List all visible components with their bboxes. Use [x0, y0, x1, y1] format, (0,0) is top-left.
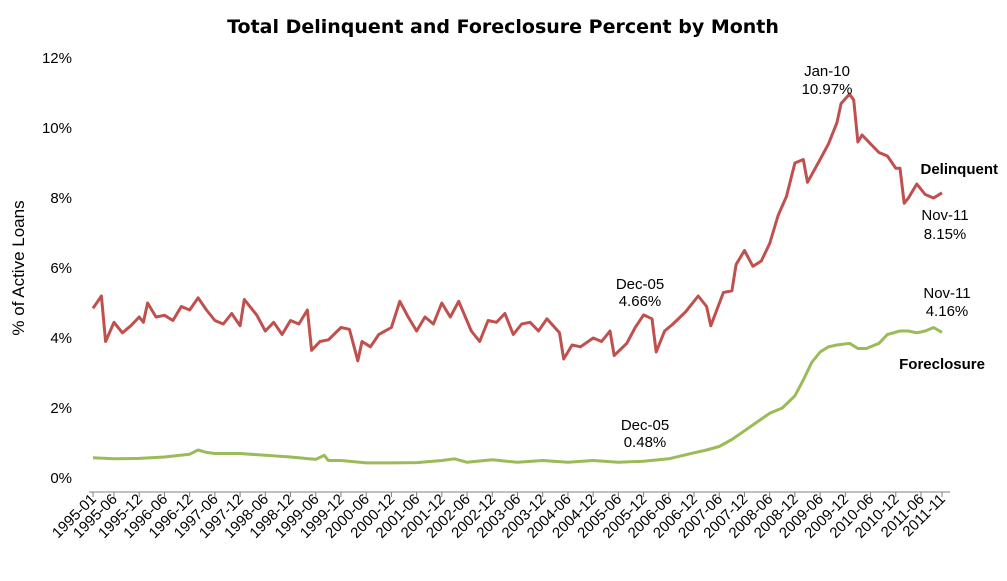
annotation-delq-peak-value: 10.97%	[802, 81, 853, 98]
delinquent-series-label: Delinquent	[921, 161, 999, 178]
annotation-delq-dec05-date: Dec-05	[616, 276, 664, 293]
x-axis: 1995-011995-061995-121996-061996-121997-…	[49, 491, 949, 542]
annotation-fc-last-value: 4.16%	[926, 303, 969, 320]
annotation-fc-dec05-date: Dec-05	[621, 417, 669, 434]
y-tick-label: 2%	[50, 400, 72, 417]
annotation-delq-peak-date: Jan-10	[804, 63, 850, 80]
annotation-fc-dec05-value: 0.48%	[624, 434, 667, 451]
y-tick-label: 10%	[42, 120, 72, 137]
delinquent-line	[91, 92, 943, 363]
annotation-fc-last-date: Nov-11	[923, 285, 970, 302]
chart-title: Total Delinquent and Foreclosure Percent…	[227, 16, 779, 38]
y-axis-label: % of Active Loans	[9, 200, 28, 335]
foreclosure-line	[92, 326, 943, 465]
annotation-delq-last-date: Nov-11	[921, 207, 968, 224]
series-layer	[91, 92, 943, 465]
annotation-delq-last-value: 8.15%	[924, 226, 967, 243]
y-tick-label: 12%	[42, 50, 72, 67]
y-tick-label: 6%	[50, 260, 72, 277]
y-tick-label: 8%	[50, 190, 72, 207]
foreclosure-series-label: Foreclosure	[899, 356, 985, 373]
y-tick-label: 4%	[50, 330, 72, 347]
y-axis: 0% 2% 4% 6% 8% 10% 12%	[42, 50, 72, 487]
annotation-delq-dec05-value: 4.66%	[619, 293, 662, 310]
y-tick-label: 0%	[50, 470, 72, 487]
